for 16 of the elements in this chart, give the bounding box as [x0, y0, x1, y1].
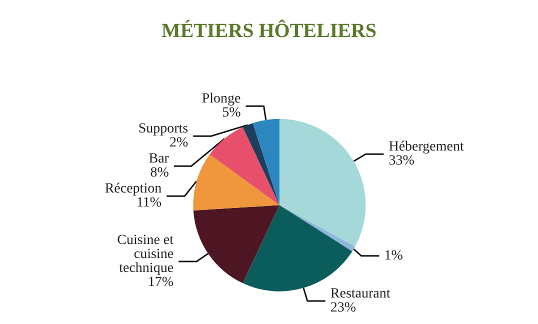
data-label: 8%	[150, 166, 170, 181]
data-label: 23%	[330, 300, 356, 316]
slice-label: Supports	[138, 122, 188, 137]
data-label: 5%	[222, 106, 242, 121]
data-label: 1%	[384, 248, 404, 264]
slice-label: Hébergement	[388, 140, 464, 155]
slice-label: Restaurant	[330, 286, 390, 302]
slice-label: Cuisine et cuisine technique	[117, 232, 174, 276]
data-label: 11%	[136, 196, 162, 211]
slice-label: Bar	[148, 152, 170, 167]
data-label: 17%	[148, 274, 174, 290]
data-label: 2%	[169, 136, 188, 151]
slice-label: Réception	[104, 182, 162, 197]
chart-title: MÉTIERS HÔTELIERS	[161, 19, 377, 42]
data-label: 33%	[388, 154, 415, 169]
slice-label: Plonge	[202, 92, 241, 107]
